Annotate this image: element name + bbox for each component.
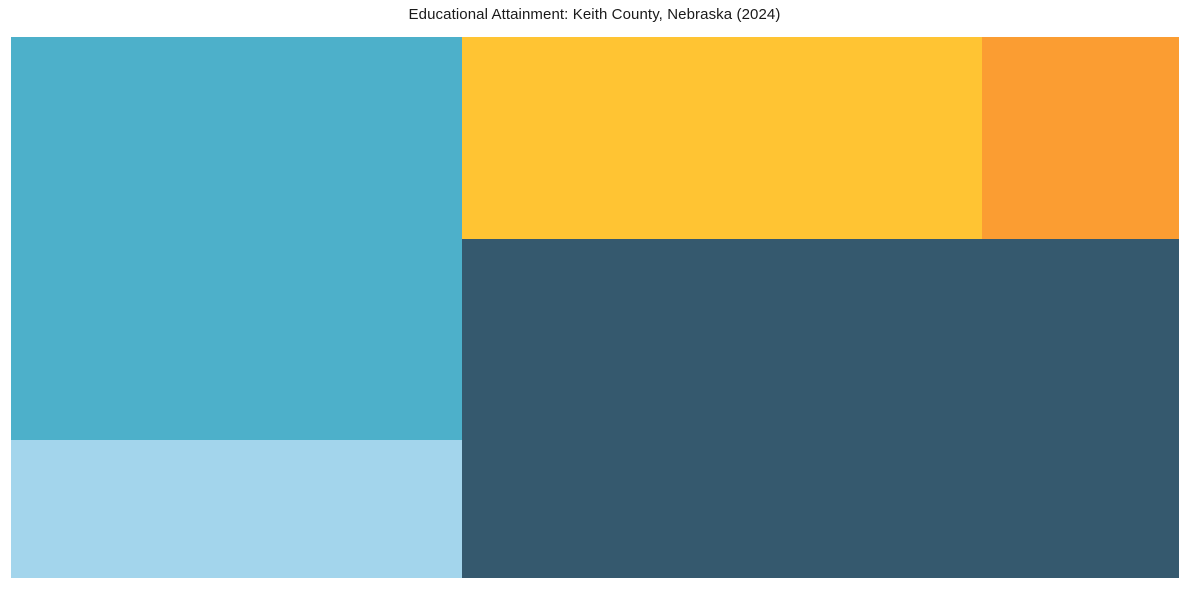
treemap-tile-bachelor-s-degree[interactable]: Bachelor's degree16.5 [461,37,982,239]
treemap-tile-graduate-or-professional-degree[interactable]: Graduate or professional degree7.4 [981,37,1179,239]
treemap-plot-area: High school graduate (includes equivalen… [11,37,1179,578]
treemap-tile-high-school-graduate-includes-equivalency[interactable]: High school graduate (includes equivalen… [461,239,1179,578]
treemap-tile-some-college-no-degree[interactable]: Some college, no degree38 [11,37,462,440]
chart-title: Educational Attainment: Keith County, Ne… [408,6,781,23]
treemap-tile-associate-s-degree[interactable]: Associate's degree9.7 [11,439,462,578]
